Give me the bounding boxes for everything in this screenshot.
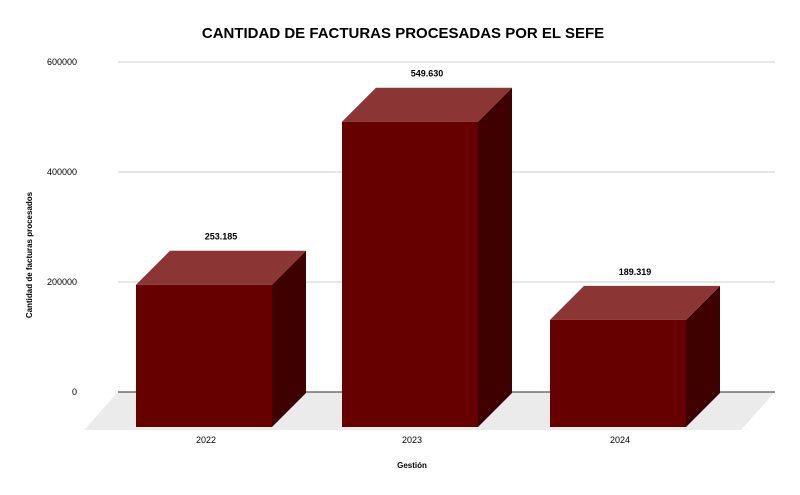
bar-front	[136, 284, 272, 427]
y-tick-labels: 0 200000 400000 600000	[47, 57, 77, 397]
data-label: 253.185	[205, 232, 238, 242]
bar-side	[478, 87, 512, 428]
bar-top	[136, 250, 306, 285]
bar-2022: 253.185	[136, 232, 306, 427]
x-axis-label: Gestión	[397, 461, 427, 470]
chart-title: CANTIDAD DE FACTURAS PROCESADAS POR EL S…	[202, 25, 604, 42]
bar-top	[550, 285, 720, 320]
data-label: 549.630	[411, 69, 444, 79]
bar-front	[342, 121, 478, 428]
bar-side	[272, 250, 306, 427]
y-tick-label: 200000	[47, 277, 77, 287]
bar-front	[550, 319, 686, 427]
x-tick-label: 2023	[402, 435, 422, 445]
bar-side	[686, 285, 720, 427]
x-tick-label: 2022	[196, 435, 216, 445]
bar-2024: 189.319	[550, 267, 720, 427]
bar-2023: 549.630	[342, 69, 512, 428]
x-tick-label: 2024	[610, 435, 630, 445]
y-tick-label: 600000	[47, 57, 77, 67]
y-tick-label: 400000	[47, 167, 77, 177]
data-label: 189.319	[619, 267, 652, 277]
y-tick-label: 0	[72, 387, 77, 397]
x-tick-labels: 2022 2023 2024	[196, 435, 630, 445]
bars: 253.185 549.630 189.319	[136, 69, 720, 428]
y-axis-label: Cantidad de facturas procesados	[25, 191, 34, 318]
bar-top	[342, 87, 512, 122]
